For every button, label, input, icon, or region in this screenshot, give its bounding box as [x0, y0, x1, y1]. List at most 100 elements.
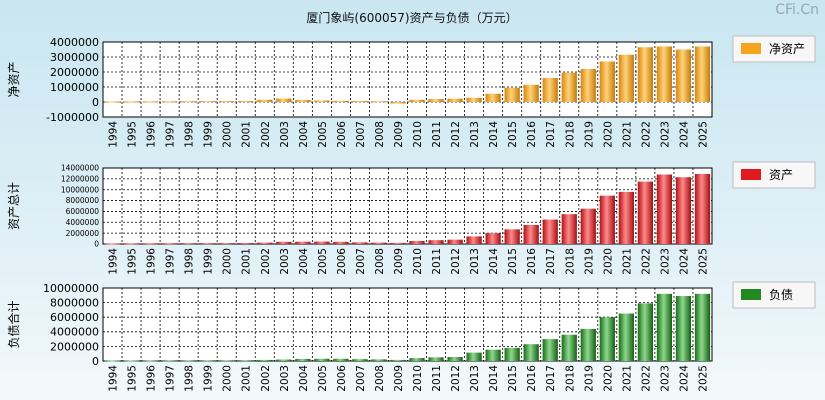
bar-liabilities-2003 — [276, 359, 292, 361]
bar-liabilities-1998 — [181, 360, 197, 362]
bar-liabilities-1996 — [142, 360, 159, 362]
x-tick-label: 2024 — [678, 248, 690, 275]
bar-assets-2005 — [314, 241, 330, 244]
x-tick-label: 2025 — [697, 248, 709, 275]
x-tick-label: 2022 — [640, 121, 652, 148]
x-tick-label: 1996 — [146, 365, 158, 392]
bar-assets-2014 — [485, 233, 501, 244]
x-tick-label: 2001 — [241, 248, 253, 275]
bar-assets-2015 — [504, 229, 520, 244]
x-tick-label: 2011 — [431, 365, 443, 392]
bar-assets-1995 — [123, 243, 140, 245]
x-tick-label: 2005 — [317, 248, 329, 275]
x-tick-label: 2003 — [279, 248, 291, 275]
bar-assets-2001 — [238, 243, 254, 245]
bar-equity-1997 — [161, 101, 178, 103]
y-tick-label: 2000000 — [66, 229, 100, 238]
bar-liabilities-1995 — [123, 360, 140, 362]
x-tick-label: 2009 — [393, 121, 405, 148]
bar-assets-2022 — [637, 181, 654, 244]
bar-assets-2012 — [447, 239, 463, 244]
panel-equity: 4000000 3000000 2000000 1000000 0 -1000000 199… — [7, 35, 816, 148]
bar-equity-2010 — [409, 99, 425, 102]
x-tick-label: 1995 — [127, 248, 139, 275]
x-tick-label: 2012 — [450, 365, 462, 392]
bar-equity-2003 — [276, 98, 292, 102]
bar-liabilities-2006 — [333, 358, 349, 361]
y-axis-label: 净资产 — [7, 61, 21, 97]
x-tick-label: 2004 — [298, 248, 310, 275]
y-tick-label: 3000000 — [50, 51, 99, 64]
bar-assets-1996 — [142, 243, 159, 245]
x-tick-label: 2023 — [659, 365, 671, 392]
x-tick-label: 1995 — [127, 365, 139, 392]
bar-assets-1994 — [104, 243, 121, 245]
x-tick-label: 2004 — [298, 121, 310, 148]
y-tick-label: 1000000 — [50, 81, 99, 94]
x-tick-label: 2023 — [659, 121, 671, 148]
x-tick-label: 2013 — [469, 365, 481, 392]
x-tick-label: 2015 — [507, 248, 519, 275]
x-tick-label: 2009 — [393, 248, 405, 275]
bar-assets-2004 — [295, 241, 311, 244]
x-tick-label: 2002 — [260, 121, 272, 148]
bar-liabilities-2004 — [295, 358, 311, 361]
y-tick-label: 6000000 — [50, 311, 99, 324]
bar-liabilities-2024 — [675, 296, 692, 361]
x-tick-label: 2018 — [564, 121, 576, 148]
bar-equity-2023 — [656, 46, 673, 102]
bar-liabilities-2016 — [523, 344, 539, 361]
bar-equity-2007 — [352, 101, 368, 103]
bar-equity-2014 — [485, 93, 501, 102]
bar-assets-2024 — [675, 177, 692, 244]
legend-swatch — [741, 169, 761, 180]
x-tick-label: 1996 — [146, 121, 158, 148]
bar-assets-2023 — [656, 174, 673, 244]
x-tick-label: 1997 — [165, 365, 177, 392]
bar-assets-2008 — [371, 242, 387, 244]
x-tick-label: 2025 — [697, 121, 709, 148]
x-tick-label: 2010 — [412, 248, 424, 275]
x-tick-label: 2017 — [545, 121, 557, 148]
x-tick-label: 2000 — [222, 121, 234, 148]
x-tick-label: 2007 — [355, 248, 367, 275]
bar-assets-1998 — [181, 243, 197, 245]
x-tick-label: 2024 — [678, 121, 690, 148]
bar-assets-2013 — [466, 236, 482, 244]
x-tick-label: 2008 — [374, 121, 386, 148]
legend-swatch — [741, 43, 761, 54]
x-tick-label: 2010 — [412, 365, 424, 392]
bar-equity-2019 — [580, 69, 596, 102]
x-tick-label: 2021 — [621, 248, 633, 275]
y-axis-label: 负债合计 — [6, 300, 21, 348]
y-tick-label: 8000000 — [66, 196, 100, 205]
bar-equity-2004 — [295, 99, 311, 102]
x-tick-label: 1999 — [203, 121, 215, 148]
x-tick-label: 2006 — [336, 121, 348, 148]
legend-label: 负债 — [769, 288, 793, 302]
bar-liabilities-2018 — [561, 334, 577, 361]
bar-equity-2016 — [523, 84, 539, 102]
bar-equity-2000 — [219, 101, 235, 103]
bar-assets-2020 — [599, 195, 615, 244]
bar-liabilities-2012 — [447, 356, 463, 361]
bar-liabilities-1994 — [104, 360, 121, 362]
x-tick-label: 2024 — [678, 365, 690, 392]
x-tick-label: 2015 — [507, 365, 519, 392]
x-tick-label: 1997 — [165, 248, 177, 275]
y-tick-label: 0 — [92, 96, 99, 109]
x-tick-label: 2007 — [355, 121, 367, 148]
chart-title: 厦门象屿(600057)资产与负债（万元） — [306, 10, 517, 25]
bar-equity-2001 — [238, 100, 254, 102]
bar-assets-2003 — [276, 241, 292, 244]
bar-equity-1998 — [181, 101, 197, 103]
x-tick-label: 2025 — [697, 365, 709, 392]
bar-liabilities-2000 — [219, 360, 235, 362]
legend-swatch — [741, 289, 761, 300]
bar-liabilities-2014 — [485, 349, 501, 361]
y-axis-label: 资产总计 — [7, 182, 21, 230]
bar-equity-2015 — [504, 87, 520, 102]
bar-assets-2000 — [219, 243, 235, 245]
y-tick-label: 10000000 — [61, 185, 99, 194]
y-tick-label: 2000000 — [50, 340, 99, 353]
